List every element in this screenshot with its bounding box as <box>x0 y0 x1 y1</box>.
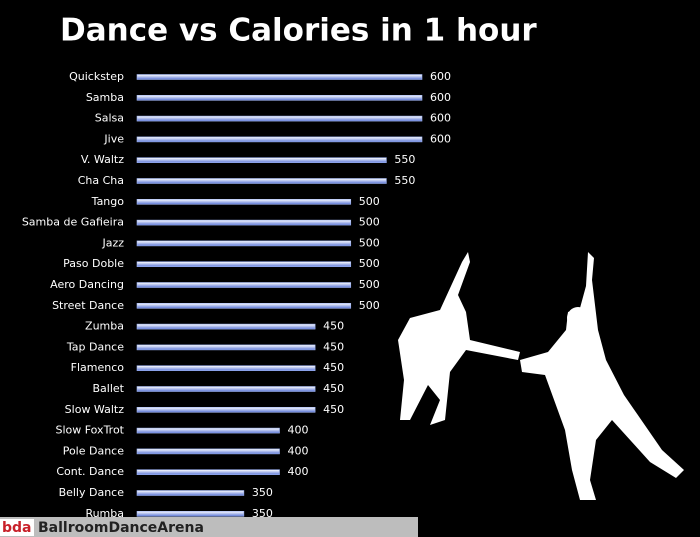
value-label: 450 <box>323 403 344 416</box>
bar <box>136 323 316 330</box>
bar <box>136 282 352 288</box>
category-label: Samba <box>86 91 124 104</box>
category-label: Pole Dance <box>63 444 125 457</box>
category-label: Quickstep <box>69 70 124 83</box>
value-label: 550 <box>394 153 415 166</box>
value-label: 450 <box>323 320 344 333</box>
bar <box>136 261 352 268</box>
category-label: Cha Cha <box>78 174 124 187</box>
bar <box>136 74 423 80</box>
category-label: Tango <box>91 195 125 208</box>
footer-bar <box>0 517 418 537</box>
value-label: 350 <box>252 507 273 520</box>
bar <box>136 427 280 434</box>
category-label: Rumba <box>85 507 124 520</box>
value-label: 500 <box>359 257 380 270</box>
value-label: 500 <box>359 236 380 249</box>
value-label: 600 <box>430 112 451 125</box>
value-label: 500 <box>359 195 380 208</box>
bar <box>136 469 280 476</box>
value-label: 550 <box>394 174 415 187</box>
bar <box>136 178 387 184</box>
value-label: 500 <box>359 278 380 291</box>
category-label: Tap Dance <box>66 340 124 353</box>
value-label: 500 <box>359 299 380 312</box>
value-label: 450 <box>323 361 344 374</box>
value-label: 600 <box>430 91 451 104</box>
category-label: Jazz <box>101 236 124 249</box>
value-label: 350 <box>252 486 273 499</box>
bar <box>136 490 245 496</box>
bar <box>136 95 423 101</box>
bar <box>136 365 316 372</box>
value-label: 400 <box>288 465 309 478</box>
bar <box>136 302 352 309</box>
category-label: Zumba <box>85 320 124 333</box>
bar <box>136 136 423 143</box>
category-label: Cont. Dance <box>56 465 124 478</box>
category-label: Salsa <box>95 112 124 125</box>
dancer-silhouettes <box>398 252 684 500</box>
bar <box>136 199 352 205</box>
category-label: Flamenco <box>71 361 125 374</box>
value-label: 400 <box>288 424 309 437</box>
category-label: Samba de Gafieira <box>22 216 124 229</box>
category-label: Ballet <box>93 382 125 395</box>
category-label: Aero Dancing <box>50 278 124 291</box>
footer-name: BallroomDanceArena <box>38 520 204 536</box>
value-label: 600 <box>430 70 451 83</box>
category-label: Belly Dance <box>59 486 125 499</box>
bar <box>136 510 245 517</box>
value-label: 450 <box>323 340 344 353</box>
value-label: 500 <box>359 216 380 229</box>
category-label: Slow FoxTrot <box>55 424 124 437</box>
category-label: V. Waltz <box>81 153 124 166</box>
bar <box>136 157 387 163</box>
category-label: Jive <box>103 132 124 145</box>
bar <box>136 240 352 247</box>
category-label: Paso Doble <box>63 257 124 270</box>
bar <box>136 448 280 455</box>
value-label: 450 <box>323 382 344 395</box>
bar <box>136 344 316 351</box>
footer-logo: bda <box>2 520 32 536</box>
category-label: Street Dance <box>52 299 124 312</box>
bar <box>136 406 316 413</box>
value-label: 400 <box>288 444 309 457</box>
bar <box>136 115 423 122</box>
bar <box>136 219 352 226</box>
chart-title: Dance vs Calories in 1 hour <box>60 13 537 49</box>
category-label: Slow Waltz <box>65 403 125 416</box>
bar <box>136 386 316 392</box>
logo-box <box>0 519 34 536</box>
value-label: 600 <box>430 132 451 145</box>
